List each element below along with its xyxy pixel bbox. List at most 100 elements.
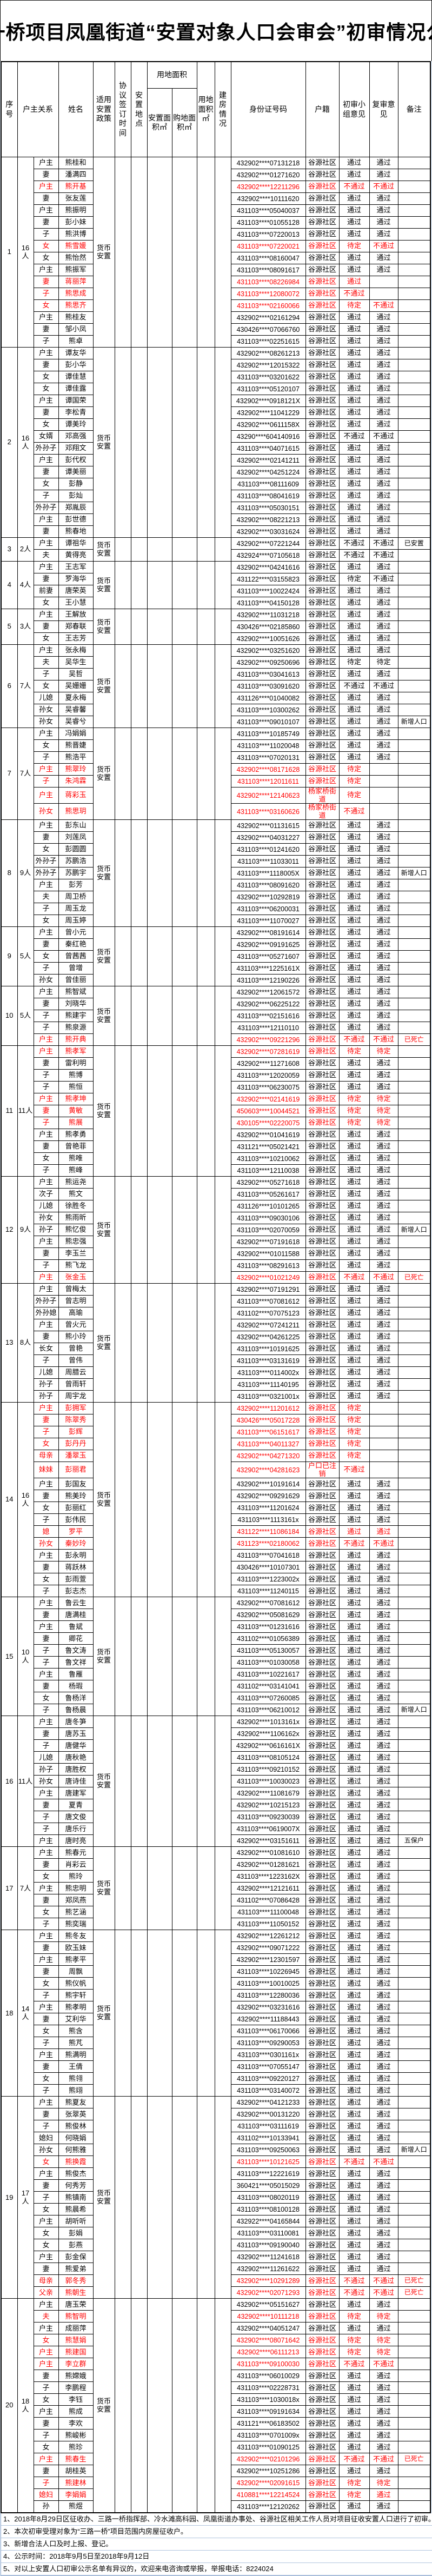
cell-name: 熊美玲 <box>58 1490 94 1503</box>
cell-id: 432902****02101296 <box>230 2453 306 2466</box>
cell-second-review: 通过 <box>369 903 398 916</box>
group-size: 2人 <box>17 537 34 562</box>
cell-id: 432902****05151627 <box>230 2298 306 2311</box>
cell-sign-time <box>114 1930 131 2097</box>
cell-id: 432902****10191614 <box>230 1478 306 1491</box>
cell-name: 成丽萍 <box>58 2322 94 2335</box>
cell-name: 张金玉 <box>58 1271 94 1284</box>
cell-name: 唐胜权 <box>58 1763 94 1776</box>
cell-registry: 谷源社区 <box>305 986 340 999</box>
cell-second-review: 通过 <box>369 2465 398 2478</box>
cell-first-review: 通过 <box>338 1224 370 1237</box>
cell-second-review: 通过 <box>369 228 398 241</box>
cell-remark <box>397 1609 431 1621</box>
cell-relation: 媳妇 <box>33 2488 59 2501</box>
cell-name: 熊镇南 <box>58 2191 94 2204</box>
cell-relation: 子 <box>33 1426 59 1439</box>
cell-area-resettle <box>147 1597 172 1717</box>
cell-id: 431103****06010029 <box>230 2370 306 2383</box>
cell-first-review: 通过 <box>338 1022 370 1035</box>
group-size: 16人 <box>17 347 34 538</box>
cell-registry: 谷源社区 <box>305 2441 340 2454</box>
cell-area-resettle <box>147 1283 172 1403</box>
table-row: 女周玉婷 431103****11070027 谷源社区 通过 通过 <box>1 915 431 927</box>
cell-id: 431103****09010107 <box>230 716 306 728</box>
cell-relation: 夫 <box>33 549 59 562</box>
cell-remark <box>397 2025 431 2038</box>
cell-sign-time <box>114 1045 131 1177</box>
cell-first-review: 通过 <box>338 1307 370 1320</box>
table-row: 孙子 熊忆俊 431103****02070059 谷源社区 通过 通过 新增人口 <box>1 1224 431 1237</box>
cell-land-area <box>196 157 215 348</box>
cell-relation: 夫 <box>33 891 59 904</box>
cell-sign-time <box>114 644 131 728</box>
cell-remark <box>397 1823 431 1836</box>
cell-relation: 夫 <box>33 2310 59 2323</box>
cell-registry: 谷源社区 <box>305 1224 340 1237</box>
cell-id: 431103****02251615 <box>230 335 306 348</box>
table-row: 1 16人 户主 熊桂和 货币安置 432902****07131218 谷源社区 通过 通过 <box>1 157 431 348</box>
cell-first-review: 不通过 <box>338 680 370 692</box>
cell-area-purchase <box>171 1597 197 1717</box>
cell-first-review: 待定 <box>338 786 370 804</box>
cell-relation: 妻 <box>33 1858 59 1871</box>
cell-id: 431103****04011327 <box>230 1438 306 1451</box>
cell-second-review: 通过 <box>369 395 398 407</box>
table-row: 孙女 唐诗佳 431103****10030023 谷源社区 通过 通过 <box>1 1775 431 1788</box>
cell-id: 431103****03160626 <box>230 803 306 820</box>
cell-relation: 儿媳 <box>33 1366 59 1379</box>
cell-registry: 谷源社区 <box>305 2381 340 2394</box>
table-row: 夫吴华生 432902****09250696 谷源社区 待定 待定 <box>1 656 431 669</box>
cell-remark <box>397 252 431 264</box>
cell-first-review: 待定 <box>338 1093 370 1106</box>
cell-sign-time <box>114 1716 131 1847</box>
cell-remark <box>397 1105 431 1118</box>
cell-remark <box>397 1585 431 1598</box>
cell-second-review: 待定 <box>369 1093 398 1106</box>
cell-relation: 孙女 <box>33 1212 59 1225</box>
cell-relation: 户主 <box>33 2048 59 2061</box>
cell-registry: 谷源社区 <box>305 1977 340 1990</box>
cell-remark <box>397 525 431 538</box>
cell-relation: 女 <box>33 597 59 609</box>
cell-remark <box>397 216 431 229</box>
cell-second-review: 通过 <box>369 1331 398 1344</box>
cell-name: 郑凤燕 <box>58 1894 94 1907</box>
cell-second-review: 通过 <box>369 1751 398 1764</box>
cell-id: 431126****01040082 <box>230 692 306 704</box>
table-row: 女熊换霞 431103****10121625 谷源社区 不通过 不通过 <box>1 2155 431 2168</box>
cell-id: 431103****06200031 <box>230 903 306 916</box>
cell-first-review: 通过 <box>338 1989 370 2002</box>
cell-remark <box>397 1644 431 1657</box>
cell-second-review: 通过 <box>369 1140 398 1153</box>
cell-first-review: 通过 <box>338 962 370 975</box>
cell-id: 432902****11261622 <box>230 2263 306 2275</box>
cell-registry: 谷源社区 <box>305 668 340 680</box>
cell-second-review: 不通过 <box>369 2274 398 2287</box>
cell-first-review: 通过 <box>338 1295 370 1308</box>
table-row: 妻刘晓华 432902****06225122 谷源社区 通过 通过 <box>1 998 431 1011</box>
cell-remark: 已安置 <box>397 537 431 550</box>
cell-remark <box>397 1129 431 1142</box>
cell-remark <box>397 819 431 832</box>
cell-second-review: 通过 <box>369 1597 398 1610</box>
cell-name: 唐秋艳 <box>58 1751 94 1764</box>
cell-second-review: 通过 <box>369 843 398 856</box>
cell-name: 潘翠玉 <box>58 1450 94 1463</box>
cell-relation: 户主 <box>33 1478 59 1491</box>
cell-second-review: 通过 <box>369 1620 398 1633</box>
cell-registry: 谷源社区 <box>305 1763 340 1776</box>
cell-first-review: 通过 <box>338 2060 370 2073</box>
cell-area-resettle <box>147 986 172 1046</box>
cell-second-review: 通过 <box>369 2203 398 2216</box>
cell-id: 431103****01241620 <box>230 843 306 856</box>
cell-first-review: 通过 <box>338 855 370 868</box>
cell-relation: 孙女 <box>33 2144 59 2157</box>
cell-id: 431103****11201624 <box>230 1501 306 1514</box>
cell-first-review: 通过 <box>338 1846 370 1859</box>
cell-relation: 户主 <box>33 181 59 193</box>
cell-relation: 外孙子 <box>33 1295 59 1308</box>
cell-id: 432902****10292819 <box>230 891 306 904</box>
group-policy: 货币安置 <box>92 2298 115 2513</box>
cell-name: 唐满桂 <box>58 1609 94 1621</box>
